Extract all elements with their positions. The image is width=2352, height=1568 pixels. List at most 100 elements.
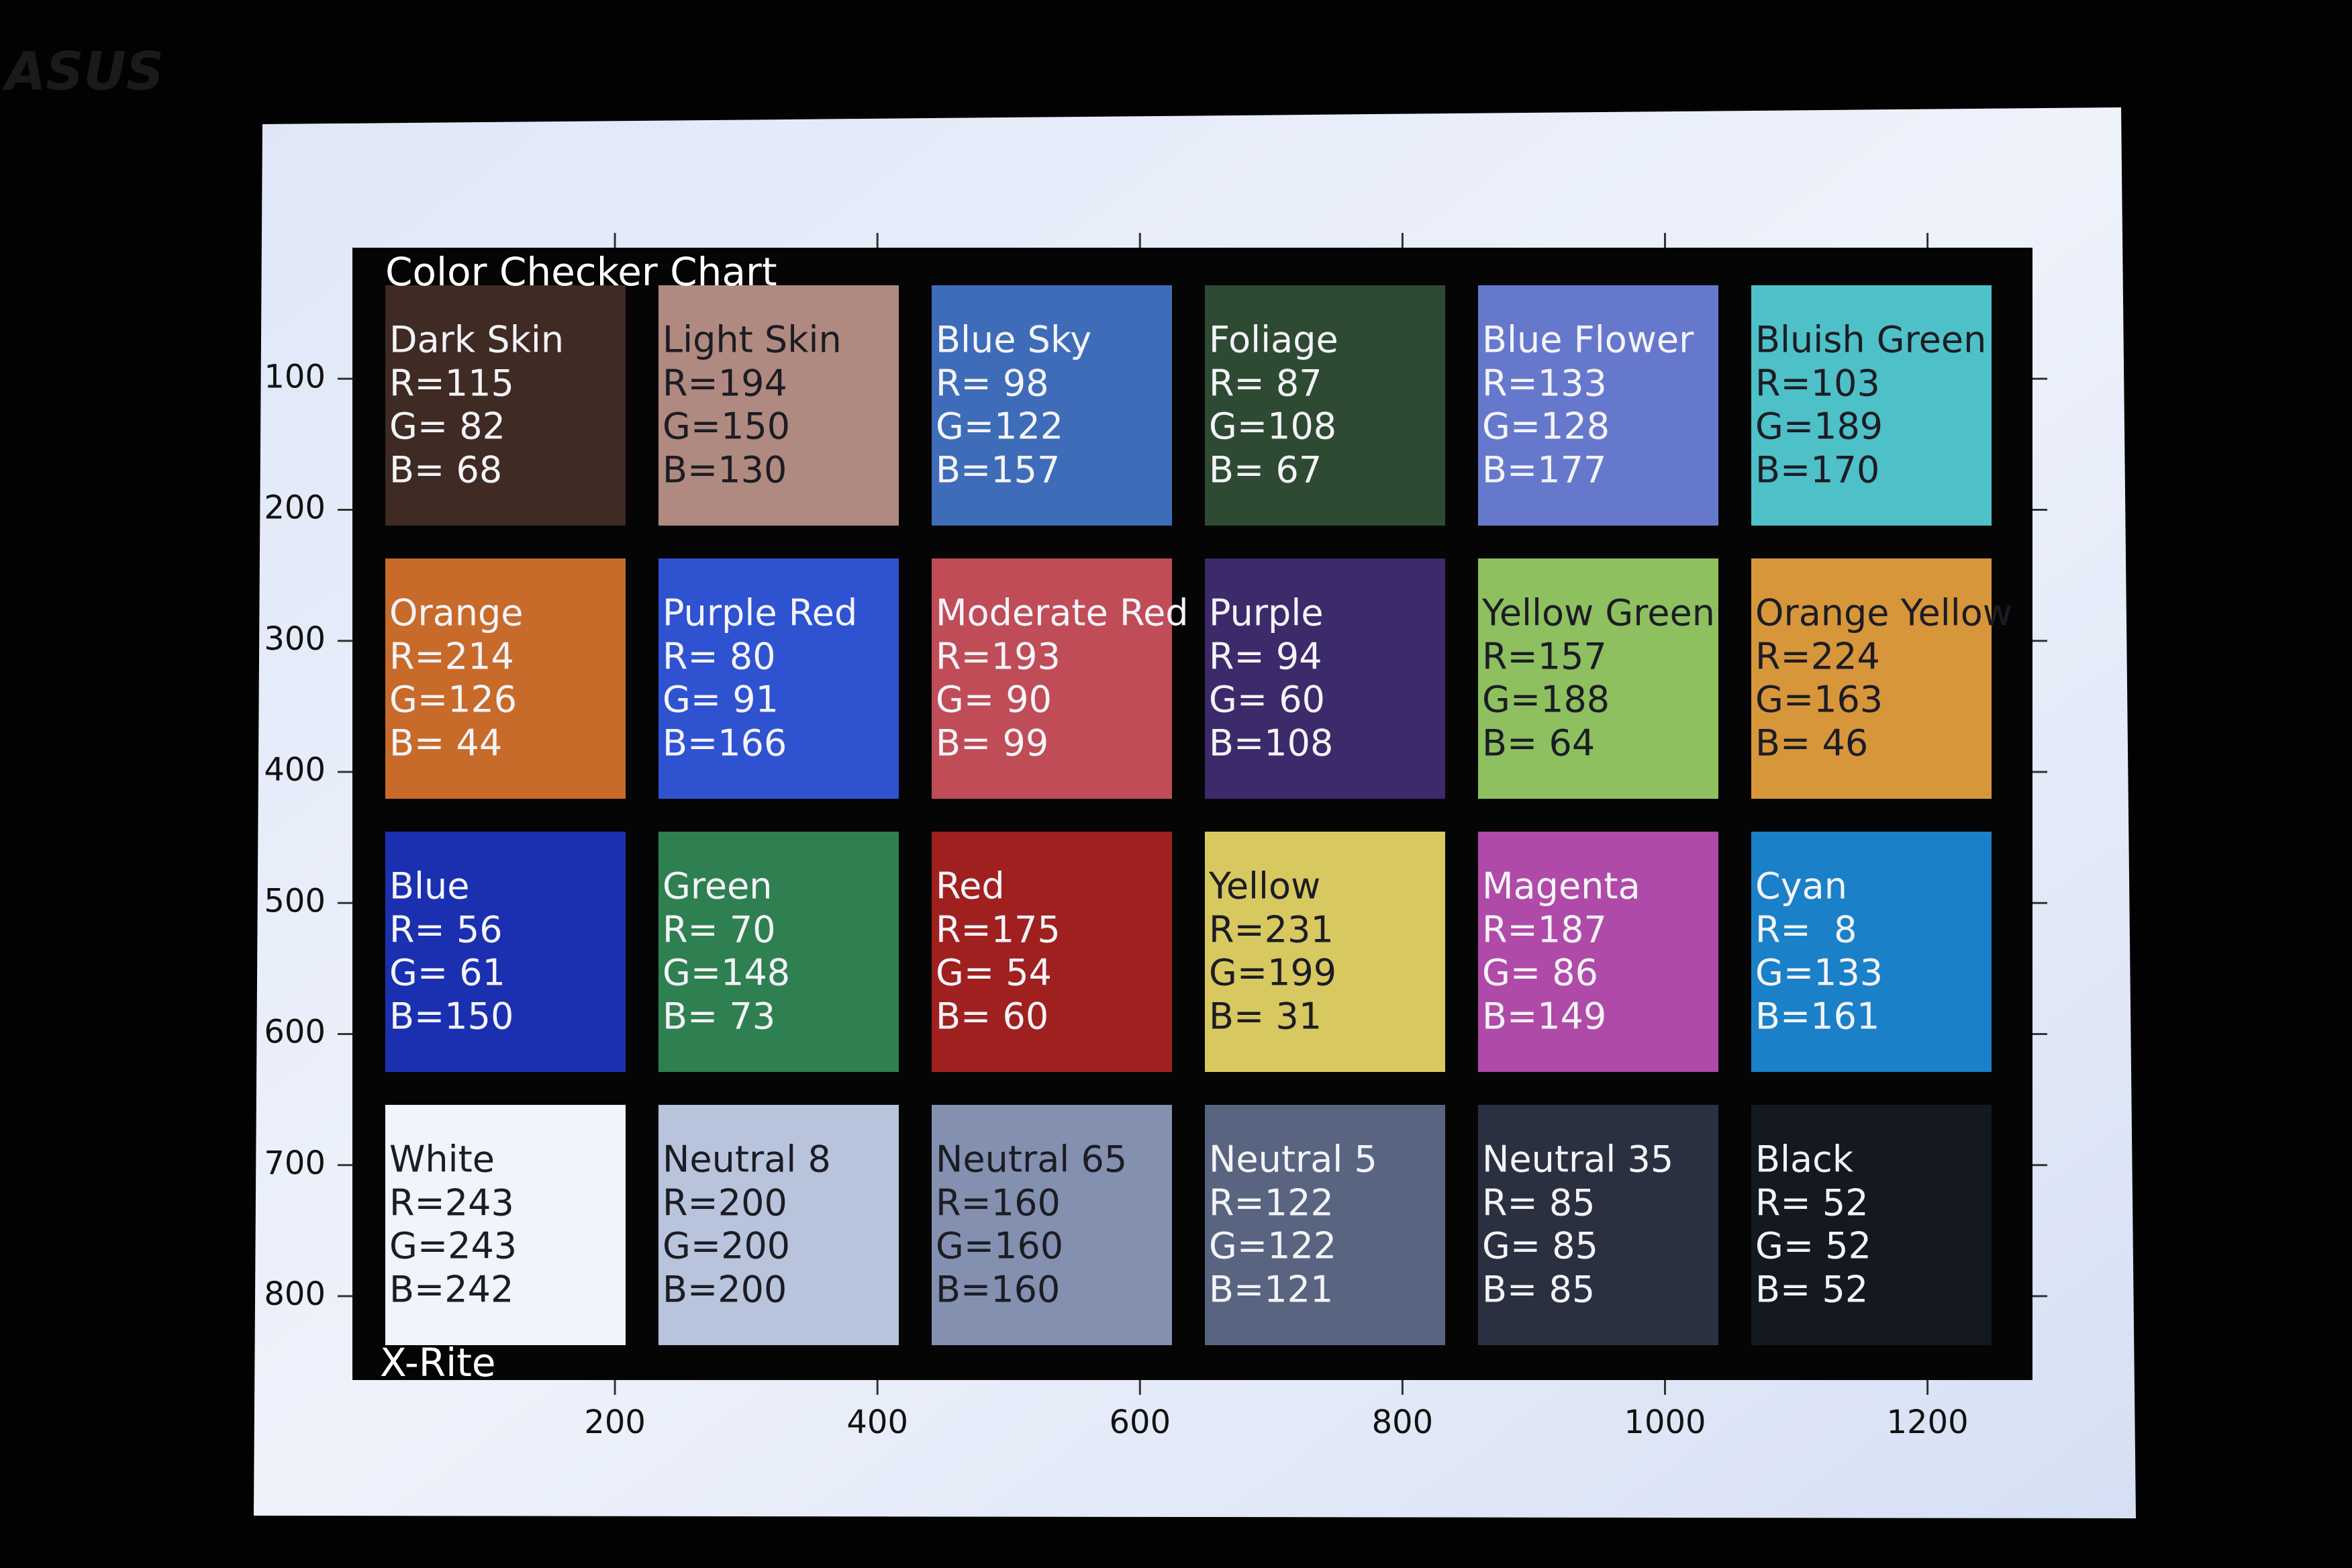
patch-name: Blue Sky (936, 319, 1091, 361)
patch-name: Blue (389, 865, 470, 908)
patch-green: G= 91 (663, 679, 779, 721)
patch-blue: B=161 (1755, 995, 1879, 1038)
patch-name: Green (663, 865, 773, 908)
x-tick-label: 400 (846, 1404, 908, 1441)
color-patch (658, 558, 899, 799)
patch-red: R= 94 (1209, 636, 1322, 678)
color-patch (385, 832, 626, 1072)
patch-red: R= 56 (389, 909, 503, 951)
patch-green: G=122 (936, 405, 1063, 448)
color-patch (1751, 832, 1992, 1072)
patch-green: G= 82 (389, 405, 505, 448)
patch-red: R=194 (663, 362, 787, 405)
patch-red: R=231 (1209, 909, 1334, 951)
color-patch (1751, 1105, 1992, 1345)
patch-red: R=160 (936, 1182, 1061, 1224)
patch-green: G=108 (1209, 405, 1336, 448)
x-tick-label: 800 (1372, 1404, 1434, 1441)
color-patch (1205, 285, 1445, 526)
color-patch (932, 1105, 1172, 1345)
patch-green: G=148 (663, 952, 790, 994)
color-patch (1751, 285, 1992, 526)
color-patch (1205, 1105, 1445, 1345)
patch-blue: B= 67 (1209, 449, 1322, 491)
patch-red: R= 52 (1755, 1182, 1869, 1224)
patch-name: White (389, 1138, 495, 1181)
y-tick-label: 200 (264, 489, 326, 527)
patch-name: Dark Skin (389, 319, 564, 361)
patch-blue: B= 99 (936, 722, 1048, 765)
patch-red: R= 98 (936, 362, 1049, 405)
patch-name: Purple (1209, 592, 1324, 634)
color-patch (1478, 285, 1718, 526)
patch-blue: B=108 (1209, 722, 1333, 765)
patch-red: R= 8 (1755, 909, 1857, 951)
patch-red: R= 80 (663, 636, 776, 678)
patch-blue: B=170 (1755, 449, 1879, 491)
patch-blue: B=166 (663, 722, 787, 765)
color-patch (1478, 832, 1718, 1072)
color-patch (1205, 558, 1445, 799)
color-patch (932, 558, 1172, 799)
patch-red: R=122 (1209, 1182, 1334, 1224)
color-patch (932, 285, 1172, 526)
patch-red: R=133 (1482, 362, 1607, 405)
patch-green: G= 60 (1209, 679, 1325, 721)
patch-name: Purple Red (663, 592, 857, 634)
patch-name: Neutral 8 (663, 1138, 831, 1181)
patch-green: G=199 (1209, 952, 1336, 994)
patch-red: R=175 (936, 909, 1061, 951)
patch-green: G=200 (663, 1225, 790, 1267)
patch-red: R= 85 (1482, 1182, 1596, 1224)
x-tick-label: 1000 (1624, 1404, 1706, 1441)
patch-name: Neutral 5 (1209, 1138, 1377, 1181)
x-tick-label: 1200 (1887, 1404, 1969, 1441)
y-tick-label: 600 (264, 1014, 326, 1051)
patch-name: Red (936, 865, 1005, 908)
patch-green: G=126 (389, 679, 517, 721)
axes: 200 400 600 800 1000 1200 100 200 300 400 500 600 70… (264, 233, 2047, 1441)
y-tick-label: 100 (264, 358, 326, 395)
patch-blue: B=200 (663, 1269, 787, 1311)
patch-red: R=115 (389, 362, 514, 405)
patch-blue: B= 64 (1482, 722, 1595, 765)
patch-blue: B=242 (389, 1269, 513, 1311)
patch-name: Yellow Green (1481, 592, 1715, 634)
patch-green: G=122 (1209, 1225, 1336, 1267)
patch-name: Bluish Green (1755, 319, 1986, 361)
patch-green: G=243 (389, 1225, 517, 1267)
y-tick-label: 700 (264, 1144, 326, 1182)
patch-red: R=103 (1755, 362, 1880, 405)
patch-name: Orange (389, 592, 524, 634)
patch-green: G= 61 (389, 952, 505, 994)
chart-title: Color Checker Chart (385, 249, 777, 295)
patch-red: R=200 (663, 1182, 787, 1224)
patch-green: G= 86 (1482, 952, 1598, 994)
patch-name: Yellow (1208, 865, 1320, 908)
color-patch (932, 832, 1172, 1072)
color-patch (385, 558, 626, 799)
patch-green: G=188 (1482, 679, 1610, 721)
patch-red: R= 87 (1209, 362, 1322, 405)
patch-blue: B= 73 (663, 995, 775, 1038)
color-patch (1478, 1105, 1718, 1345)
patch-red: R=224 (1755, 636, 1880, 678)
patch-red: R=243 (389, 1182, 514, 1224)
patch-blue: B=130 (663, 449, 787, 491)
patch-blue: B=177 (1482, 449, 1606, 491)
patch-blue: B= 52 (1755, 1269, 1868, 1311)
patch-green: G= 52 (1755, 1225, 1871, 1267)
patch-red: R=157 (1482, 636, 1607, 678)
color-patch (1478, 558, 1718, 799)
patch-green: G=160 (936, 1225, 1063, 1267)
patch-blue: B=121 (1209, 1269, 1333, 1311)
color-patch (658, 1105, 899, 1345)
patch-name: Neutral 65 (936, 1138, 1127, 1181)
patch-green: G=163 (1755, 679, 1883, 721)
y-tick-label: 500 (264, 882, 326, 920)
patch-name: Foliage (1209, 319, 1338, 361)
color-patch (658, 285, 899, 526)
patch-blue: B= 68 (389, 449, 502, 491)
color-patch (1751, 558, 1992, 799)
